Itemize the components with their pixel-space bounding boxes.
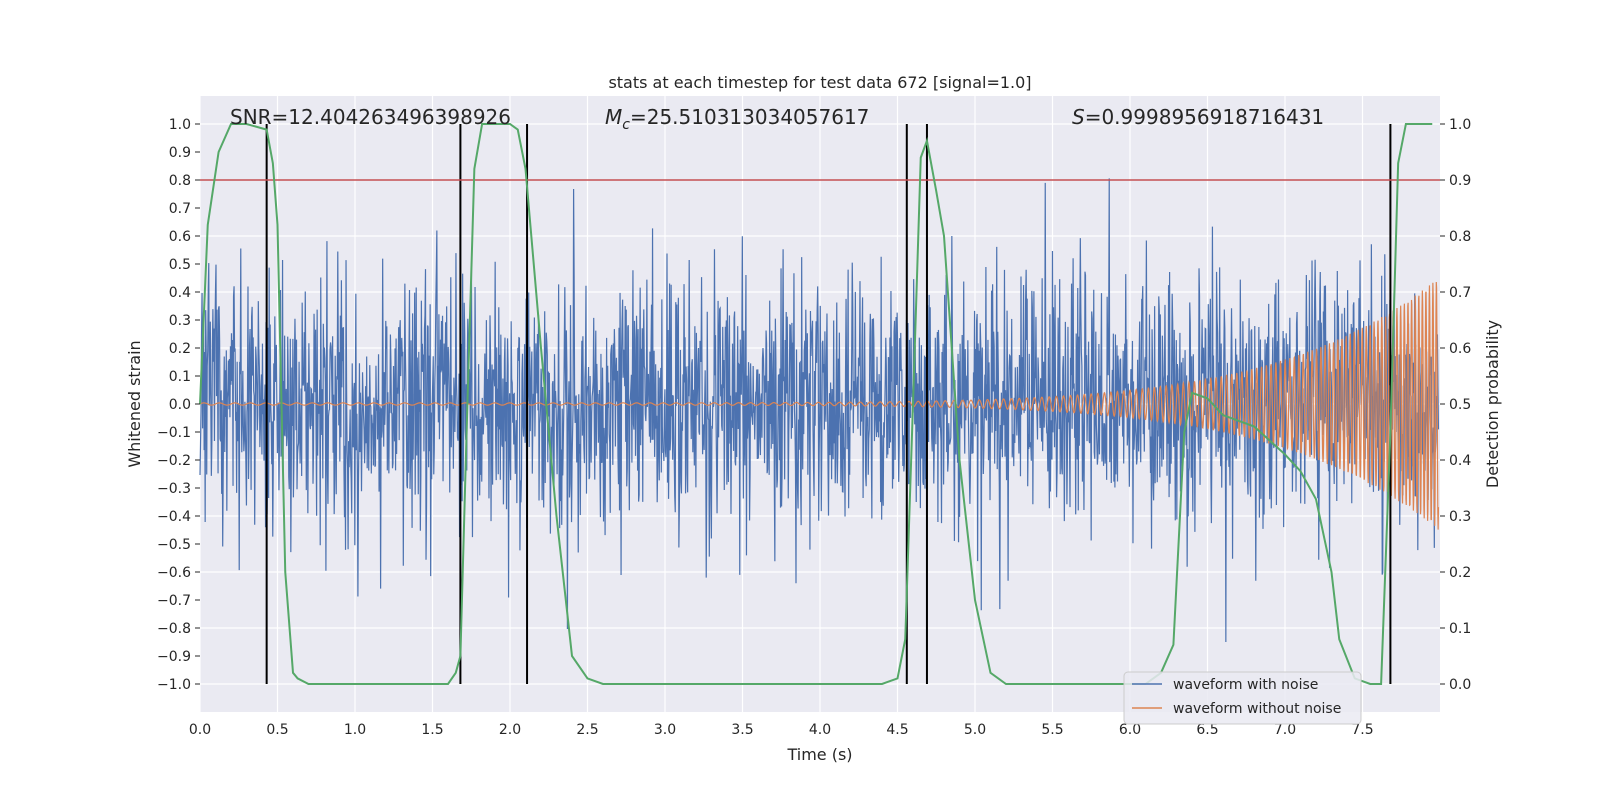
- y-axis-label-right: Detection probability: [1483, 320, 1502, 488]
- mc-subscript: c: [622, 117, 630, 133]
- right-tick-label: 1.0: [1449, 117, 1471, 133]
- noisy-waveform-series: [199, 178, 1440, 643]
- noisy-waveform-line: [199, 178, 1440, 643]
- x-tick-label: 5.0: [964, 722, 986, 738]
- chirp-mass-annotation: Mc=25.510313034057617: [605, 105, 869, 133]
- legend-box: [1123, 671, 1362, 725]
- left-tick-label: −0.8: [157, 621, 191, 637]
- x-tick-label: 6.5: [1196, 722, 1218, 738]
- right-tick-label: 0.6: [1449, 341, 1471, 357]
- left-tick-label: −0.5: [157, 537, 191, 553]
- snr-annotation: SNR=12.404263496398926: [230, 105, 511, 129]
- x-tick-label: 7.5: [1351, 722, 1373, 738]
- y-axis-label-left: Whitened strain: [125, 340, 144, 467]
- s-symbol: S: [1072, 105, 1085, 129]
- left-tick-label: 0.8: [169, 173, 191, 189]
- legend: waveform with noise waveform without noi…: [1123, 671, 1362, 725]
- x-tick-label: 4.0: [809, 722, 831, 738]
- x-tick-label: 0.0: [189, 722, 211, 738]
- left-tick-label: −1.0: [157, 677, 191, 693]
- left-tick-label: 0.4: [169, 285, 191, 301]
- detection-probability-line: [199, 123, 1433, 685]
- x-tick-label: 1.5: [421, 722, 443, 738]
- left-tick-label: 1.0: [169, 117, 191, 133]
- chart-title: stats at each timestep for test data 672…: [608, 73, 1031, 92]
- x-tick-label: 0.5: [266, 722, 288, 738]
- right-tick-label: 0.5: [1449, 397, 1471, 413]
- left-tick-label: 0.5: [169, 257, 191, 273]
- left-tick-label: −0.7: [157, 593, 191, 609]
- right-tick-labels: 1.0 0.9 0.8 0.7 0.6 0.5 0.4 0.3 0.2 0.1 0.0: [1440, 117, 1471, 693]
- left-tick-label: 0.3: [169, 313, 191, 329]
- left-tick-label: 0.2: [169, 341, 191, 357]
- left-tick-label: −0.6: [157, 565, 191, 581]
- left-tick-label: 0.0: [169, 397, 191, 413]
- left-tick-label: −0.2: [157, 453, 191, 469]
- right-tick-label: 0.4: [1449, 453, 1471, 469]
- x-tick-labels: 0.0 0.5 1.0 1.5 2.0 2.5 3.0 3.5 4.0 4.5 5.0 5.5 6.0 6…: [189, 722, 1374, 738]
- left-tick-label: 0.9: [169, 145, 191, 161]
- x-tick-label: 4.5: [886, 722, 908, 738]
- left-tick-label: −0.9: [157, 649, 191, 665]
- clean-waveform-line: [199, 282, 1440, 530]
- mc-symbol: M: [605, 105, 622, 129]
- right-tick-label: 0.3: [1449, 509, 1471, 525]
- x-tick-label: 3.5: [731, 722, 753, 738]
- right-tick-label: 0.8: [1449, 229, 1471, 245]
- right-tick-label: 0.2: [1449, 565, 1471, 581]
- x-tick-label: 1.0: [344, 722, 366, 738]
- left-tick-labels: 1.0 0.9 0.8 0.7 0.6 0.5 0.4 0.3 0.2 0.1 0.0 −0.1 −0.…: [157, 117, 200, 693]
- left-tick-label: −0.1: [157, 425, 191, 441]
- s-value: =0.9998956918716431: [1085, 105, 1324, 129]
- left-tick-label: −0.3: [157, 481, 191, 497]
- detection-probability-series: [199, 123, 1433, 685]
- significance-annotation: S=0.9998956918716431: [1072, 105, 1324, 129]
- left-tick-label: 0.6: [169, 229, 191, 245]
- right-tick-label: 0.1: [1449, 621, 1471, 637]
- left-tick-label: −0.4: [157, 509, 191, 525]
- legend-label-clean: waveform without noise: [1173, 701, 1341, 717]
- right-tick-label: 0.7: [1449, 285, 1471, 301]
- clean-waveform-series: [199, 282, 1440, 530]
- x-tick-label: 2.5: [576, 722, 598, 738]
- left-tick-label: 0.1: [169, 369, 191, 385]
- x-tick-label: 6.0: [1119, 722, 1141, 738]
- legend-label-noisy: waveform with noise: [1173, 677, 1318, 693]
- x-tick-label: 5.5: [1041, 722, 1063, 738]
- x-tick-label: 7.0: [1274, 722, 1296, 738]
- right-tick-label: 0.9: [1449, 173, 1471, 189]
- x-tick-label: 2.0: [499, 722, 521, 738]
- mc-value: =25.510313034057617: [630, 105, 869, 129]
- x-tick-label: 3.0: [654, 722, 676, 738]
- right-tick-label: 0.0: [1449, 677, 1471, 693]
- x-axis-label: Time (s): [786, 745, 852, 764]
- left-tick-label: 0.7: [169, 201, 191, 217]
